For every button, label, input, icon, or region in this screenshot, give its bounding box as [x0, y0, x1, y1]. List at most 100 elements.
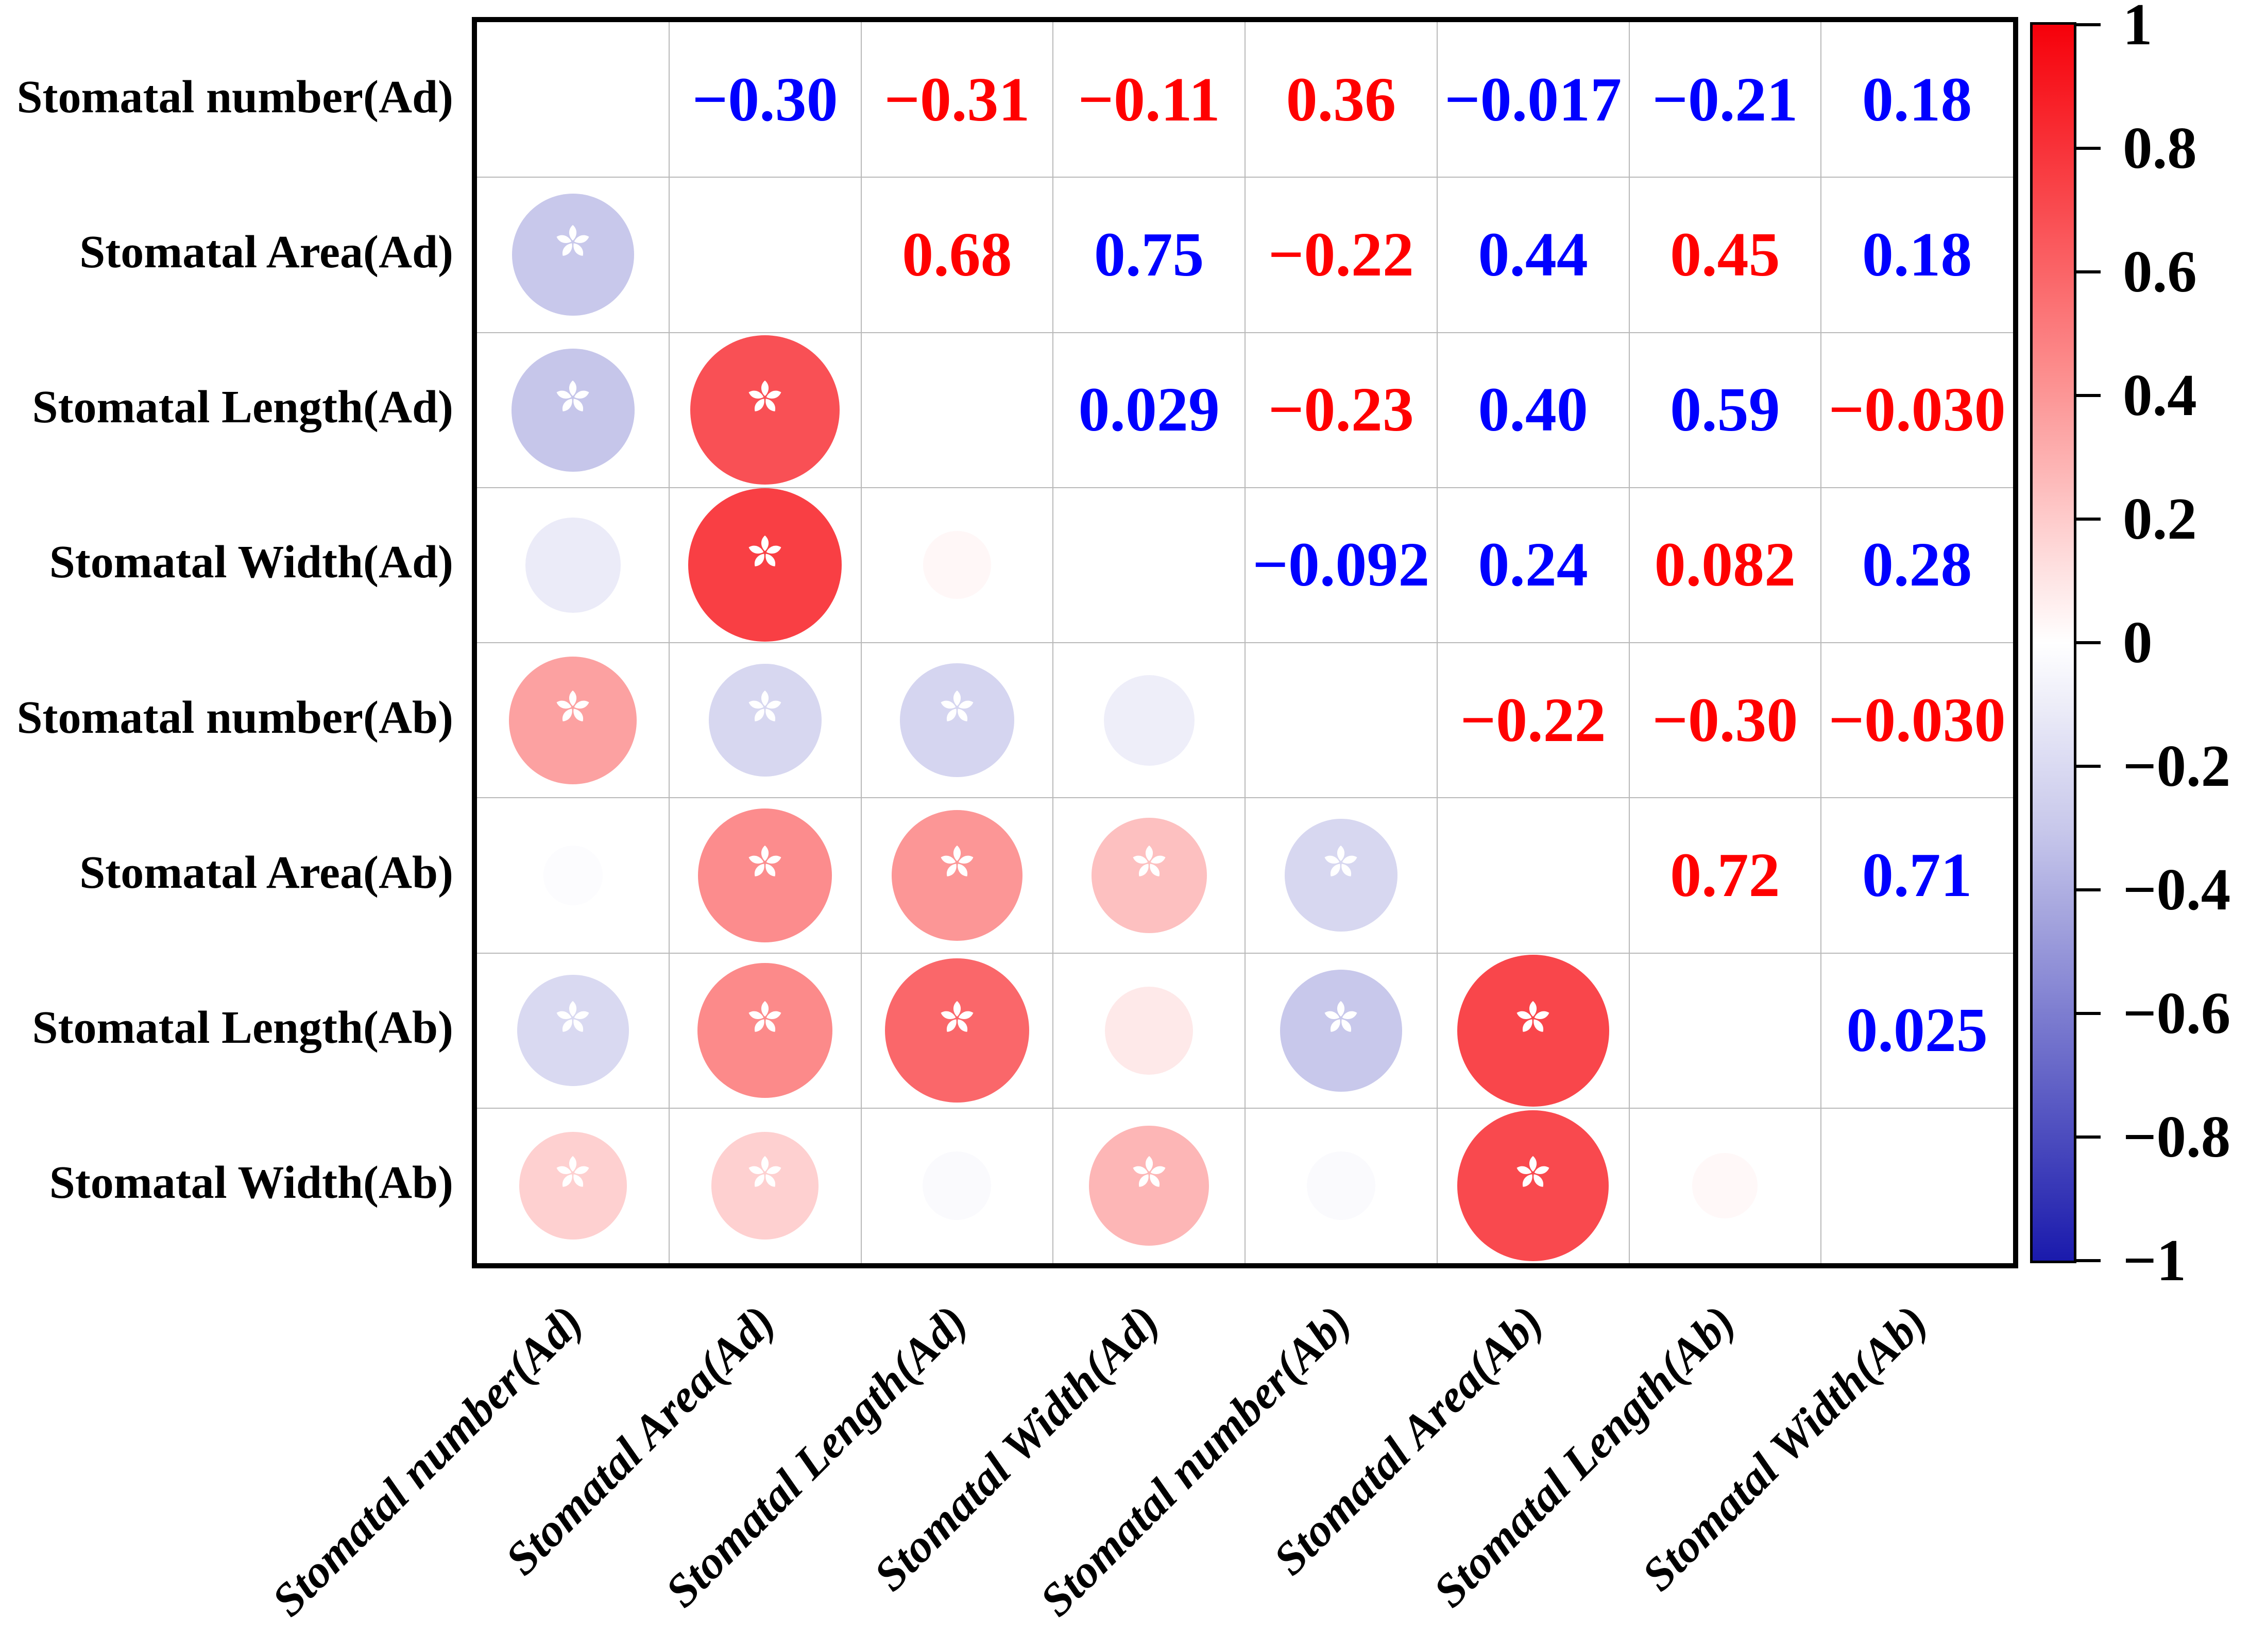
significance-asterisk — [1131, 844, 1168, 884]
significance-asterisk — [746, 534, 783, 574]
correlation-circle — [1692, 1152, 1758, 1218]
colorbar-tick — [2074, 765, 2101, 768]
correlation-value: −0.23 — [1268, 375, 1414, 445]
correlation-circle — [1105, 986, 1194, 1075]
correlation-circle — [900, 663, 1014, 778]
grid-line-horizontal — [477, 797, 2013, 799]
correlation-value: 0.72 — [1670, 840, 1780, 910]
significance-asterisk — [939, 1000, 976, 1039]
colorbar-tick-label: 0.8 — [2123, 115, 2197, 181]
significance-asterisk — [746, 689, 783, 729]
correlation-value: −0.030 — [1828, 375, 2006, 445]
significance-asterisk-icon — [556, 380, 589, 411]
colorbar-tick-label: 0.6 — [2123, 239, 2197, 304]
correlation-circle — [543, 846, 603, 905]
grid-line-vertical — [1628, 22, 1630, 1263]
significance-asterisk — [1322, 844, 1359, 884]
correlation-value: −0.017 — [1444, 64, 1622, 134]
correlation-circle — [690, 335, 840, 485]
significance-asterisk-icon — [1324, 1001, 1357, 1032]
significance-asterisk — [1514, 1000, 1552, 1039]
correlation-circle — [1089, 1125, 1209, 1246]
significance-asterisk — [939, 689, 976, 729]
colorbar-tick — [2074, 23, 2101, 26]
significance-asterisk-icon — [556, 1001, 589, 1032]
colorbar-tick — [2074, 147, 2101, 150]
correlation-value: −0.030 — [1828, 685, 2006, 755]
significance-asterisk-icon — [941, 690, 974, 721]
correlation-circle — [1284, 819, 1397, 932]
correlation-circle — [525, 518, 621, 613]
grid-line-vertical — [1820, 22, 1822, 1263]
correlation-circle — [1306, 1151, 1375, 1220]
correlation-value: 0.44 — [1478, 219, 1588, 289]
correlation-value: 0.75 — [1094, 219, 1204, 289]
correlation-value: −0.092 — [1252, 530, 1430, 600]
colorbar-tick — [2074, 1135, 2101, 1139]
correlation-value: 0.45 — [1670, 219, 1780, 289]
correlation-value: 0.18 — [1862, 64, 1972, 134]
correlation-value: 0.025 — [1846, 995, 1988, 1065]
significance-asterisk-icon — [941, 846, 974, 877]
correlation-value: 0.24 — [1478, 530, 1588, 600]
row-label: Stomatal Width(Ab) — [49, 1157, 453, 1209]
colorbar-tick-label: 1 — [2123, 0, 2153, 57]
significance-asterisk — [1514, 1155, 1552, 1194]
correlation-value: −0.30 — [692, 64, 838, 134]
row-label: Stomatal Length(Ab) — [32, 1002, 453, 1054]
colorbar-tick — [2074, 394, 2101, 397]
significance-asterisk — [746, 379, 783, 419]
correlation-circle — [509, 656, 637, 784]
correlation-circle — [923, 1151, 992, 1220]
colorbar-tick-label: −0.2 — [2123, 733, 2231, 799]
correlation-value: 0.59 — [1670, 375, 1780, 445]
colorbar-tick — [2074, 518, 2101, 521]
colorbar-tick — [2074, 641, 2101, 644]
row-label: Stomatal number(Ab) — [16, 692, 454, 743]
correlation-value: 0.28 — [1862, 530, 1972, 600]
correlation-value: −0.22 — [1460, 685, 1606, 755]
colorbar-tick — [2074, 1259, 2101, 1262]
correlation-circle — [697, 808, 832, 943]
significance-asterisk-icon — [941, 1001, 974, 1032]
colorbar-tick-label: 0.2 — [2123, 486, 2197, 552]
correlation-circle — [688, 488, 842, 642]
significance-asterisk — [746, 844, 783, 884]
significance-asterisk — [554, 379, 591, 419]
significance-asterisk-icon — [556, 1156, 589, 1187]
significance-asterisk-icon — [748, 380, 781, 411]
colorbar-tick-label: −1 — [2123, 1228, 2187, 1293]
significance-asterisk-icon — [1133, 846, 1166, 877]
correlation-circle — [708, 664, 822, 777]
significance-asterisk-icon — [748, 535, 781, 566]
significance-asterisk — [554, 223, 591, 263]
correlation-circle — [1457, 954, 1609, 1107]
colorbar-tick — [2074, 1012, 2101, 1015]
significance-asterisk-icon — [748, 690, 781, 721]
correlation-value: 0.18 — [1862, 219, 1972, 289]
correlation-value: 0.71 — [1862, 840, 1972, 910]
significance-asterisk — [746, 1000, 783, 1039]
colorbar-tick-label: −0.4 — [2123, 857, 2231, 922]
grid-line-horizontal — [477, 1107, 2013, 1109]
correlation-value: 0.029 — [1078, 375, 1220, 445]
correlation-circle — [923, 531, 991, 599]
significance-asterisk — [1131, 1155, 1168, 1194]
correlation-value: −0.30 — [1652, 685, 1798, 755]
correlation-circle — [519, 1132, 627, 1240]
correlation-circle — [512, 194, 634, 316]
correlation-value: −0.11 — [1078, 64, 1220, 134]
colorbar-tick-label: 0 — [2123, 610, 2153, 675]
correlation-value: −0.31 — [884, 64, 1030, 134]
correlation-circle — [697, 963, 833, 1098]
colorbar-tick-label: −0.8 — [2123, 1104, 2231, 1169]
correlation-value: −0.21 — [1652, 64, 1798, 134]
significance-asterisk-icon — [556, 690, 589, 721]
significance-asterisk — [554, 689, 591, 729]
significance-asterisk-icon — [1133, 1156, 1166, 1187]
correlation-value: 0.40 — [1478, 375, 1588, 445]
significance-asterisk — [939, 844, 976, 884]
significance-asterisk-icon — [1324, 846, 1357, 877]
correlation-value: 0.082 — [1654, 530, 1796, 600]
